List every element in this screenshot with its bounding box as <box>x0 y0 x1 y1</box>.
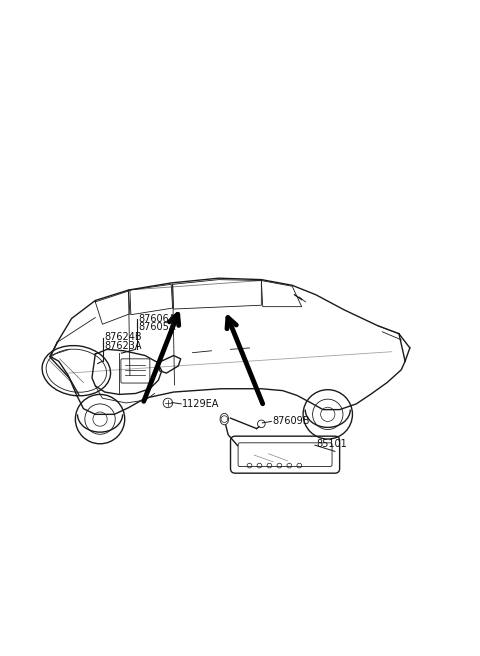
Text: 87605A: 87605A <box>138 322 176 332</box>
Text: 87606A: 87606A <box>138 314 175 323</box>
Text: 1129EA: 1129EA <box>182 399 219 409</box>
Text: 87623A: 87623A <box>105 341 142 351</box>
Text: 85101: 85101 <box>316 440 347 449</box>
Text: 87624B: 87624B <box>105 333 143 342</box>
Text: 87609B: 87609B <box>272 415 310 426</box>
